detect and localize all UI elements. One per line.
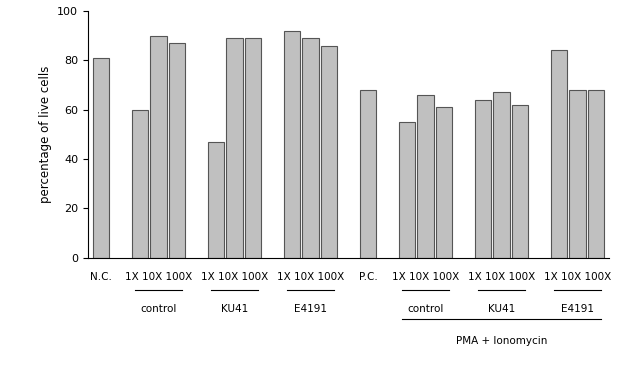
Text: 1X 10X 100X: 1X 10X 100X [544,272,611,282]
Text: 1X 10X 100X: 1X 10X 100X [201,272,268,282]
Bar [475,100,491,258]
Bar [588,90,604,258]
Bar [570,90,586,258]
Bar [93,58,109,258]
Text: N.C.: N.C. [90,272,112,282]
Bar [208,142,224,258]
Text: control: control [408,304,444,314]
Bar [284,31,300,258]
Text: KU41: KU41 [221,304,248,314]
Bar [494,92,510,258]
Text: KU41: KU41 [488,304,515,314]
Text: 1X 10X 100X: 1X 10X 100X [125,272,192,282]
Bar [436,107,452,258]
Bar [418,95,434,258]
Bar [321,46,337,258]
Text: E4191: E4191 [561,304,594,314]
Bar [551,50,567,258]
Text: PMA + Ionomycin: PMA + Ionomycin [456,336,547,347]
Bar [132,110,148,258]
Bar [399,122,415,258]
Bar [226,38,243,258]
Bar [302,38,319,258]
Text: 1X 10X 100X: 1X 10X 100X [468,272,535,282]
Text: E4191: E4191 [294,304,327,314]
Bar [360,90,376,258]
Bar [245,38,261,258]
Text: P.C.: P.C. [359,272,377,282]
Text: control: control [141,304,176,314]
Text: 1X 10X 100X: 1X 10X 100X [277,272,344,282]
Text: 1X 10X 100X: 1X 10X 100X [392,272,459,282]
Y-axis label: percentage of live cells: percentage of live cells [39,66,51,203]
Bar [169,43,185,258]
Bar [150,36,167,258]
Bar [512,105,528,258]
